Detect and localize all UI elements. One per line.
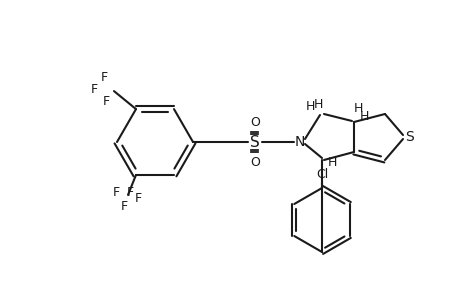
Text: H: H bbox=[358, 110, 368, 122]
Text: H: H bbox=[313, 98, 322, 110]
Text: F: F bbox=[126, 186, 133, 200]
Text: H: H bbox=[327, 155, 336, 169]
Text: F: F bbox=[134, 192, 141, 206]
Text: S: S bbox=[250, 134, 259, 149]
Text: F: F bbox=[102, 94, 109, 108]
Text: H: H bbox=[305, 100, 314, 112]
Text: F: F bbox=[120, 200, 127, 213]
Text: Cl: Cl bbox=[315, 169, 327, 182]
Text: F: F bbox=[90, 82, 97, 96]
Text: S: S bbox=[405, 130, 414, 144]
Text: O: O bbox=[250, 116, 259, 128]
Text: F: F bbox=[100, 70, 107, 84]
Text: N: N bbox=[294, 135, 304, 149]
Text: O: O bbox=[250, 155, 259, 169]
Text: H: H bbox=[353, 101, 362, 115]
Text: F: F bbox=[112, 186, 119, 200]
